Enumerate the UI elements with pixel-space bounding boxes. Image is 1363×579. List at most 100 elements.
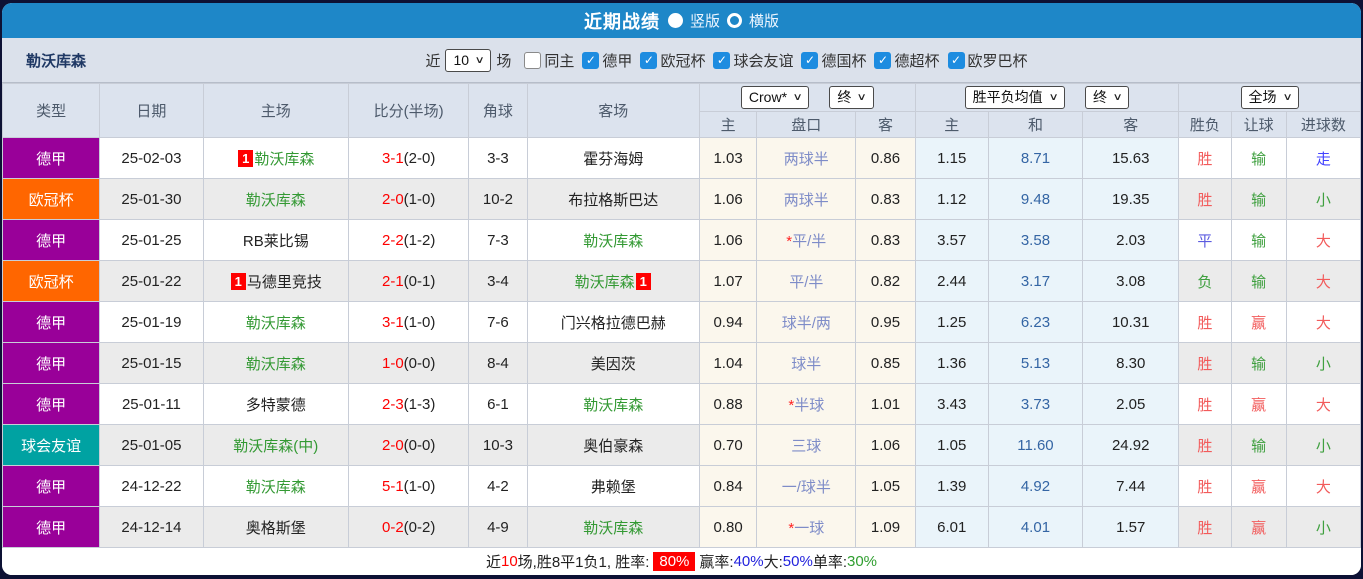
checkbox-checked-icon[interactable]: ✓ xyxy=(801,51,819,69)
checkbox-checked-icon[interactable]: ✓ xyxy=(947,51,965,69)
avg-time-select[interactable]: 终 ∨ xyxy=(1084,86,1130,109)
fulltime-score: 3-1 xyxy=(381,313,404,331)
filter-checkbox-label[interactable]: 同主 xyxy=(544,52,575,70)
league-type-cell: 德甲 xyxy=(2,465,101,507)
away-team-cell: 美因茨 xyxy=(526,342,700,384)
fulltime-score: 2-0 xyxy=(381,436,404,454)
avg-win-cell: 1.39 xyxy=(914,465,989,507)
odds-away-cell: 1.09 xyxy=(855,506,916,548)
home-team-name: 勒沃库森 xyxy=(245,314,306,332)
radio-selected-icon[interactable] xyxy=(667,13,683,28)
checkbox-checked-icon[interactable]: ✓ xyxy=(582,51,600,69)
avg-win-cell: 1.15 xyxy=(914,137,989,179)
league-badge: 欧冠杯 xyxy=(3,179,99,219)
handicap-text: *一球 xyxy=(788,519,825,537)
filter-controls: 近 10 ∨ 场 同主 ✓ 德甲 ✓ 欧冠杯 ✓ 球会友谊 ✓ 德国杯 ✓ 德超杯 ✓ 欧罗巴杯 xyxy=(425,48,1028,72)
col-header-home: 主场 xyxy=(202,83,350,138)
checkbox-unchecked-icon[interactable] xyxy=(524,51,542,69)
summary-segment: 近 xyxy=(485,554,501,571)
recent-count-select[interactable]: 10 ∨ xyxy=(445,48,492,72)
away-team-name: 勒沃库森 xyxy=(583,232,644,250)
score-cell: 2-0(0-0) xyxy=(347,424,470,466)
filter-checkbox-label[interactable]: 球会友谊 xyxy=(733,52,794,70)
scope-select[interactable]: 全场 ∨ xyxy=(1240,86,1299,109)
table-row: 德甲 25-02-03 1 勒沃库森 3-1(2-0) 3-3 霍芬海姆 1.03… xyxy=(2,137,1361,179)
league-type-cell: 德甲 xyxy=(2,383,101,425)
halftime-score: (0-2) xyxy=(403,518,436,536)
match-results-table: 类型 日期 主场 比分(半场) 角球 客场 Crow* ∨ 终 ∨ xyxy=(2,83,1361,548)
avg-lose-cell: 2.03 xyxy=(1082,219,1180,261)
handicap-cell: 球半/两 xyxy=(756,301,857,343)
away-team-cell: 勒沃库森 xyxy=(526,219,700,261)
avg-type-select[interactable]: 胜平负均值 ∨ xyxy=(964,86,1065,109)
odds-company-select[interactable]: Crow* ∨ xyxy=(740,86,810,109)
avg-lose-cell: 8.30 xyxy=(1082,342,1180,384)
league-badge: 德甲 xyxy=(3,384,99,424)
home-team-cell: 勒沃库森 xyxy=(202,465,350,507)
handicap-cell: 两球半 xyxy=(756,137,857,179)
view-option-label[interactable]: 竖版 xyxy=(689,13,720,30)
handicap-star: * xyxy=(786,232,793,250)
home-team-name: 奥格斯堡 xyxy=(245,519,306,537)
odds-away-cell: 0.95 xyxy=(855,301,916,343)
checkbox-checked-icon[interactable]: ✓ xyxy=(874,51,892,69)
handicap-cell: 球半 xyxy=(756,342,857,384)
goals-result-cell: 大 xyxy=(1285,383,1361,425)
league-badge: 德甲 xyxy=(3,302,99,342)
handicap-text: 球半 xyxy=(791,355,822,373)
result-cell: 胜 xyxy=(1178,465,1232,507)
filter-checkbox-label[interactable]: 德甲 xyxy=(602,52,633,70)
handicap-cell: 三球 xyxy=(756,424,857,466)
filter-checkbox-label[interactable]: 欧罗巴杯 xyxy=(967,52,1028,70)
result-cell: 胜 xyxy=(1178,301,1232,343)
league-badge: 球会友谊 xyxy=(3,425,99,465)
score-cell: 0-2(0-2) xyxy=(347,506,470,548)
away-team-cell: 布拉格斯巴达 xyxy=(526,178,700,220)
league-type-cell: 德甲 xyxy=(2,506,101,548)
halftime-score: (1-0) xyxy=(403,477,436,495)
odds-home-cell: 1.06 xyxy=(698,219,758,261)
away-team-name: 门兴格拉德巴赫 xyxy=(560,314,666,332)
avg-win-cell: 1.36 xyxy=(914,342,989,384)
summary-segment: 单率: xyxy=(812,554,847,571)
odds-away-cell: 0.85 xyxy=(855,342,916,384)
checkbox-checked-icon[interactable]: ✓ xyxy=(713,51,731,69)
avg-draw-cell: 4.01 xyxy=(987,506,1084,548)
fulltime-score: 1-0 xyxy=(381,354,404,372)
odds-time-select[interactable]: 终 ∨ xyxy=(829,86,874,109)
col-header-away: 客场 xyxy=(526,83,700,138)
away-team-name: 弗赖堡 xyxy=(590,478,636,496)
handicap-result-cell: 输 xyxy=(1230,342,1287,384)
radio-unselected-icon[interactable] xyxy=(727,13,742,28)
avg-win-cell: 6.01 xyxy=(914,506,989,548)
date-cell: 25-01-25 xyxy=(99,219,204,261)
filter-checkbox-label[interactable]: 德国杯 xyxy=(821,52,867,70)
home-team-name: 勒沃库森(中) xyxy=(233,437,319,455)
corners-cell: 7-6 xyxy=(468,301,528,343)
table-row: 德甲 25-01-25 RB莱比锡 2-2(1-2) 7-3 勒沃库森 1.06… xyxy=(2,219,1361,261)
odds-away-cell: 0.83 xyxy=(855,178,916,220)
checkbox-checked-icon[interactable]: ✓ xyxy=(640,51,658,69)
date-cell: 25-01-22 xyxy=(99,260,204,302)
goals-result-cell: 小 xyxy=(1285,178,1361,220)
avg-lose-cell: 2.05 xyxy=(1082,383,1180,425)
view-option-label[interactable]: 横版 xyxy=(749,13,780,30)
avg-draw-cell: 9.48 xyxy=(987,178,1084,220)
filter-checkbox-label[interactable]: 欧冠杯 xyxy=(660,52,706,70)
handicap-result-cell: 输 xyxy=(1230,178,1287,220)
away-team-cell: 弗赖堡 xyxy=(526,465,700,507)
sub-header-handicap-result: 让球 xyxy=(1230,111,1287,138)
fulltime-score: 2-1 xyxy=(381,272,404,290)
odds-home-cell: 1.06 xyxy=(698,178,758,220)
odds-home-cell: 1.07 xyxy=(698,260,758,302)
handicap-text: 球半/两 xyxy=(781,314,831,332)
home-team-cell: 勒沃库森(中) xyxy=(202,424,350,466)
fulltime-score: 2-2 xyxy=(381,231,404,249)
corners-cell: 8-4 xyxy=(468,342,528,384)
date-cell: 25-01-30 xyxy=(99,178,204,220)
odds-away-cell: 0.82 xyxy=(855,260,916,302)
filter-checkbox-label[interactable]: 德超杯 xyxy=(894,52,940,70)
avg-draw-cell: 4.92 xyxy=(987,465,1084,507)
handicap-text: *平/半 xyxy=(786,232,827,250)
away-team-cell: 霍芬海姆 xyxy=(526,137,700,179)
